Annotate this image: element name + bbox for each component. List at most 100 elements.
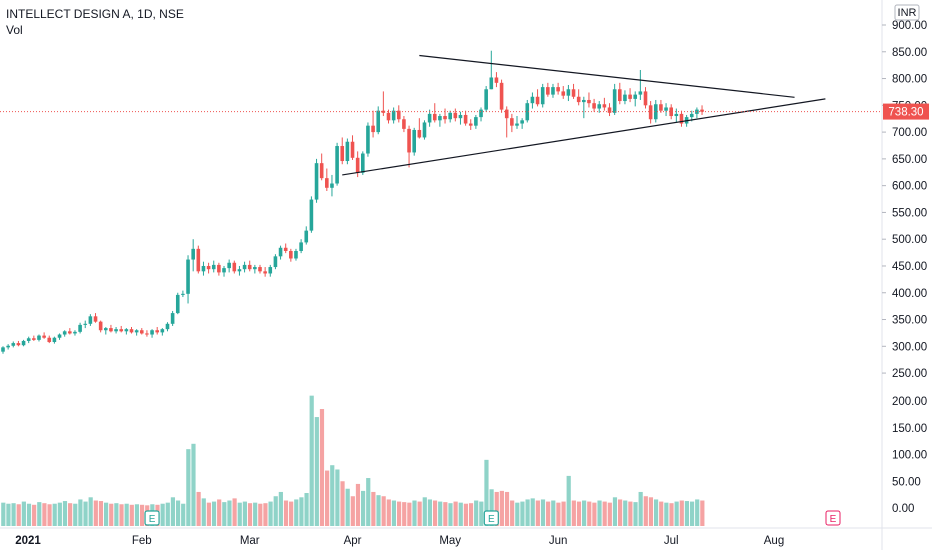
candle-body[interactable] xyxy=(633,94,638,99)
candle-body[interactable] xyxy=(196,248,201,272)
currency-box[interactable] xyxy=(894,4,920,21)
future-earnings-marker[interactable] xyxy=(825,510,841,526)
candle-body[interactable] xyxy=(525,103,530,121)
candle-body[interactable] xyxy=(551,87,555,95)
candle-body[interactable] xyxy=(258,267,262,272)
candle-body[interactable] xyxy=(566,89,571,96)
candle-body[interactable] xyxy=(330,183,334,188)
candle-body[interactable] xyxy=(484,89,488,110)
candle-body[interactable] xyxy=(576,96,581,103)
candle-body[interactable] xyxy=(155,330,159,333)
candle-body[interactable] xyxy=(134,330,139,333)
candle-body[interactable] xyxy=(386,112,391,121)
candle-body[interactable] xyxy=(104,328,108,331)
candle-body[interactable] xyxy=(432,113,437,121)
candle-body[interactable] xyxy=(88,316,93,324)
candle-body[interactable] xyxy=(674,113,679,117)
candle-body[interactable] xyxy=(371,125,375,133)
candle-body[interactable] xyxy=(16,343,21,346)
candle-body[interactable] xyxy=(145,333,149,335)
candle-body[interactable] xyxy=(381,110,386,113)
candle-body[interactable] xyxy=(206,265,211,270)
candle-body[interactable] xyxy=(443,116,447,120)
candle-body[interactable] xyxy=(181,293,185,295)
earnings-marker[interactable] xyxy=(144,510,160,526)
candle-body[interactable] xyxy=(304,230,309,243)
candle-body[interactable] xyxy=(468,123,473,126)
candle-body[interactable] xyxy=(700,109,704,112)
candle-body[interactable] xyxy=(402,119,406,129)
candle-body[interactable] xyxy=(232,262,237,272)
candle-body[interactable] xyxy=(561,91,566,96)
candle-body[interactable] xyxy=(319,163,324,179)
candle-body[interactable] xyxy=(191,248,195,260)
candle-body[interactable] xyxy=(623,94,627,102)
candle-body[interactable] xyxy=(355,157,360,173)
candle-body[interactable] xyxy=(350,141,355,158)
candle-body[interactable] xyxy=(222,268,226,273)
candle-body[interactable] xyxy=(361,153,365,173)
candle-body[interactable] xyxy=(201,265,206,272)
candle-body[interactable] xyxy=(211,264,216,270)
candle-body[interactable] xyxy=(474,117,478,126)
candle-body[interactable] xyxy=(186,259,190,294)
candle-body[interactable] xyxy=(263,271,267,274)
candle-body[interactable] xyxy=(47,337,52,343)
candle-body[interactable] xyxy=(453,112,458,119)
candle-body[interactable] xyxy=(618,89,622,102)
candle-body[interactable] xyxy=(247,264,252,270)
candle-body[interactable] xyxy=(376,110,381,133)
earnings-marker[interactable] xyxy=(483,510,499,526)
candle-body[interactable] xyxy=(139,330,144,334)
candle-body[interactable] xyxy=(366,125,370,154)
candle-body[interactable] xyxy=(42,335,46,338)
candle-body[interactable] xyxy=(98,321,103,331)
candle-body[interactable] xyxy=(26,338,31,341)
candle-body[interactable] xyxy=(11,343,16,346)
candle-body[interactable] xyxy=(309,199,314,231)
candle-body[interactable] xyxy=(494,77,499,83)
candle-body[interactable] xyxy=(21,340,26,346)
candle-body[interactable] xyxy=(607,107,612,113)
trend-line[interactable] xyxy=(419,54,795,98)
candle-body[interactable] xyxy=(73,331,77,334)
candle-body[interactable] xyxy=(587,99,591,104)
candle-body[interactable] xyxy=(417,129,422,138)
candle-body[interactable] xyxy=(83,323,88,325)
candle-body[interactable] xyxy=(602,104,607,108)
candle-body[interactable] xyxy=(237,269,242,272)
candle-body[interactable] xyxy=(407,128,411,153)
candle-body[interactable] xyxy=(448,112,452,120)
candle-body[interactable] xyxy=(217,264,221,273)
candle-body[interactable] xyxy=(515,123,519,126)
candle-body[interactable] xyxy=(289,250,293,259)
candle-body[interactable] xyxy=(520,120,524,124)
candle-body[interactable] xyxy=(227,262,231,269)
candle-body[interactable] xyxy=(540,87,545,105)
candle-body[interactable] xyxy=(571,89,576,97)
candle-body[interactable] xyxy=(68,331,72,334)
candle-body[interactable] xyxy=(52,337,57,343)
candle-body[interactable] xyxy=(628,94,632,99)
candle-body[interactable] xyxy=(175,294,180,314)
candle-body[interactable] xyxy=(546,87,550,95)
candle-body[interactable] xyxy=(504,109,509,119)
candle-body[interactable] xyxy=(535,96,540,105)
candle-body[interactable] xyxy=(299,242,303,251)
candle-body[interactable] xyxy=(253,267,257,270)
candle-body[interactable] xyxy=(340,146,345,162)
candle-body[interactable] xyxy=(391,110,396,121)
candle-body[interactable] xyxy=(648,105,653,120)
candle-body[interactable] xyxy=(150,330,154,335)
candle-body[interactable] xyxy=(664,107,668,111)
candle-body[interactable] xyxy=(396,110,401,120)
candle-body[interactable] xyxy=(659,104,663,111)
candle-body[interactable] xyxy=(32,338,36,340)
candle-body[interactable] xyxy=(170,313,175,324)
candle-body[interactable] xyxy=(283,247,288,251)
candle-body[interactable] xyxy=(653,104,658,120)
candle-body[interactable] xyxy=(412,129,416,153)
candle-body[interactable] xyxy=(119,329,124,332)
